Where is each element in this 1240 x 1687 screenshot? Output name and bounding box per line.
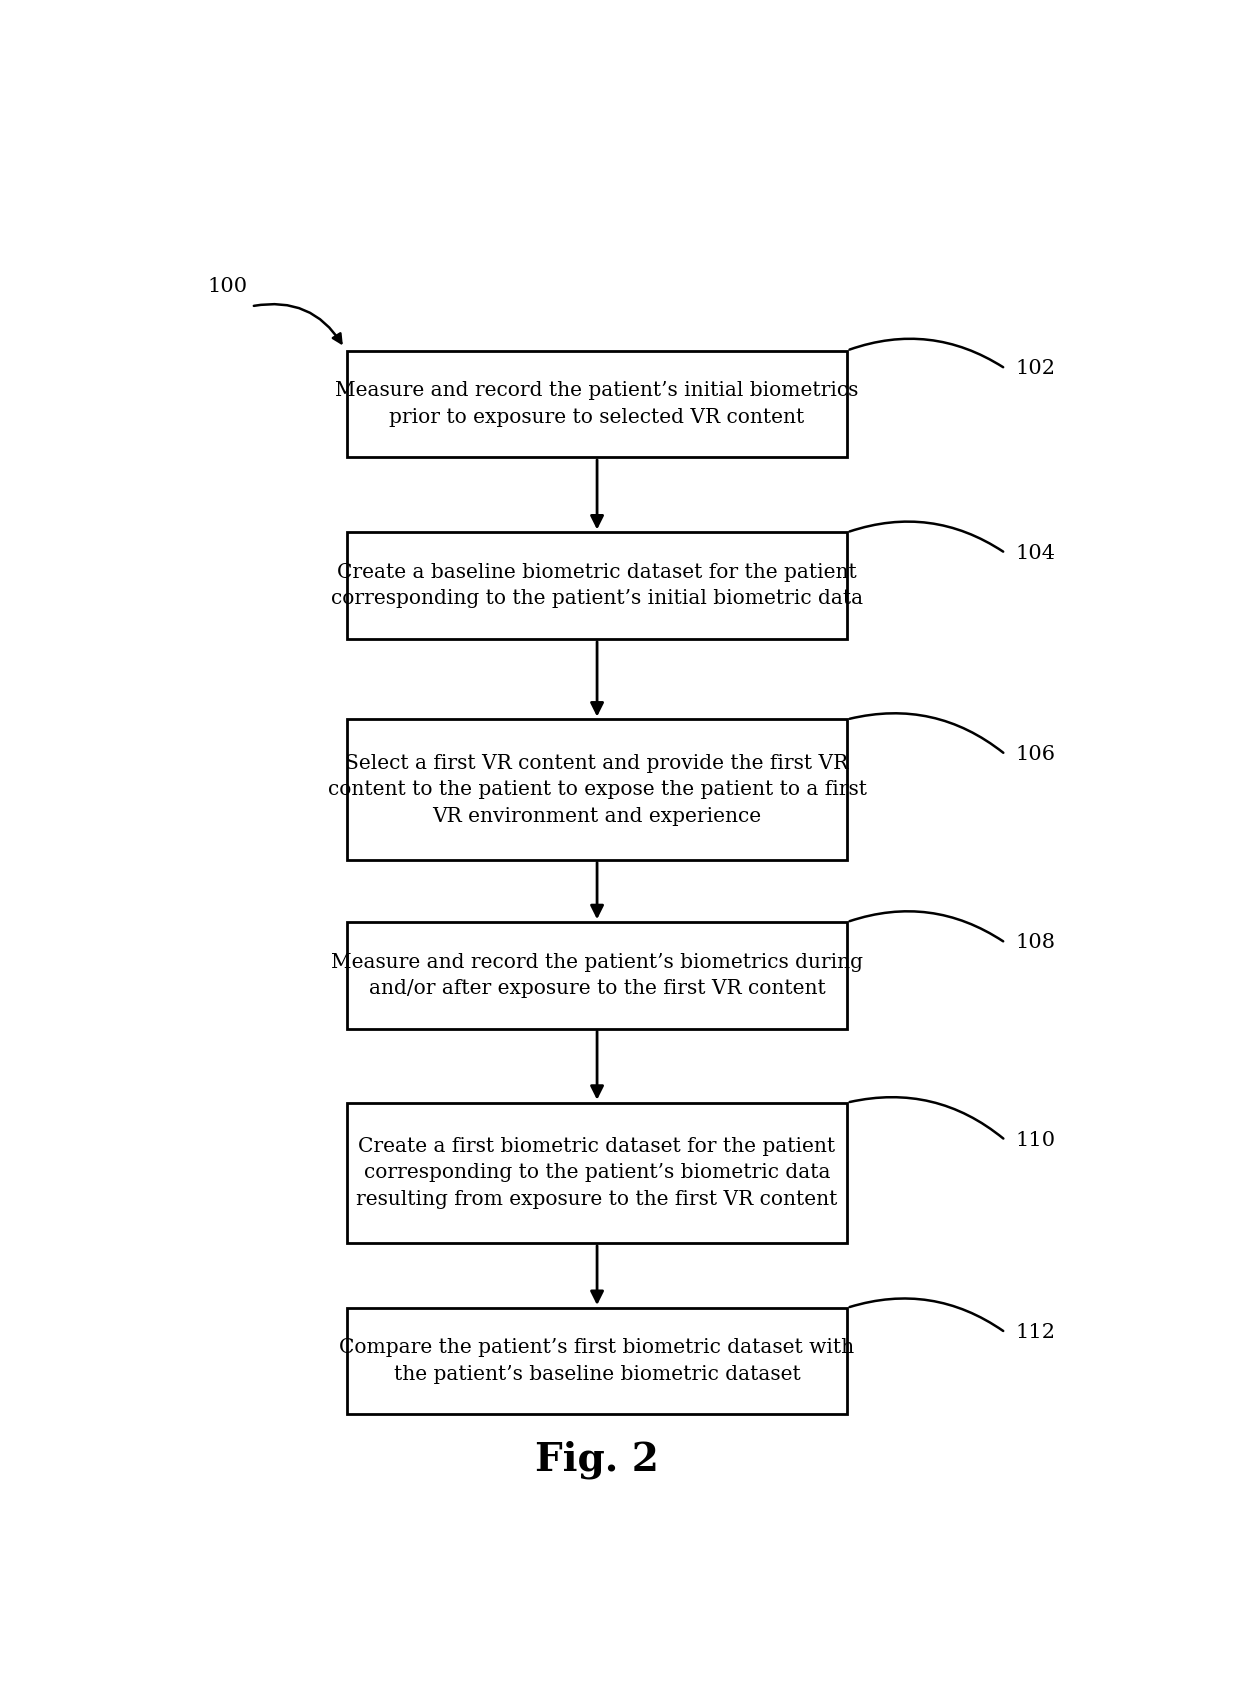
FancyArrowPatch shape xyxy=(849,714,1003,752)
FancyBboxPatch shape xyxy=(347,351,847,457)
Text: 112: 112 xyxy=(1016,1323,1055,1343)
FancyBboxPatch shape xyxy=(347,533,847,639)
FancyBboxPatch shape xyxy=(347,1307,847,1414)
FancyArrowPatch shape xyxy=(849,1299,1003,1331)
FancyArrowPatch shape xyxy=(254,304,341,342)
Text: 102: 102 xyxy=(1016,359,1055,378)
Text: 110: 110 xyxy=(1016,1130,1055,1151)
Text: 106: 106 xyxy=(1016,746,1055,764)
FancyArrowPatch shape xyxy=(849,521,1003,552)
Text: Measure and record the patient’s biometrics during
and/or after exposure to the : Measure and record the patient’s biometr… xyxy=(331,953,863,999)
FancyArrowPatch shape xyxy=(849,339,1003,368)
Text: Measure and record the patient’s initial biometrics
prior to exposure to selecte: Measure and record the patient’s initial… xyxy=(335,381,859,427)
Text: 108: 108 xyxy=(1016,933,1055,953)
FancyBboxPatch shape xyxy=(347,923,847,1029)
Text: Create a first biometric dataset for the patient
corresponding to the patient’s : Create a first biometric dataset for the… xyxy=(356,1137,838,1210)
FancyBboxPatch shape xyxy=(347,719,847,860)
Text: 104: 104 xyxy=(1016,543,1055,563)
Text: Create a baseline biometric dataset for the patient
corresponding to the patient: Create a baseline biometric dataset for … xyxy=(331,563,863,609)
Text: Fig. 2: Fig. 2 xyxy=(536,1441,658,1479)
FancyBboxPatch shape xyxy=(347,1103,847,1243)
Text: 100: 100 xyxy=(207,277,247,297)
FancyArrowPatch shape xyxy=(849,911,1003,941)
Text: Select a first VR content and provide the first VR
content to the patient to exp: Select a first VR content and provide th… xyxy=(327,754,867,825)
FancyArrowPatch shape xyxy=(849,1097,1003,1139)
Text: Compare the patient’s first biometric dataset with
the patient’s baseline biomet: Compare the patient’s first biometric da… xyxy=(340,1338,854,1383)
